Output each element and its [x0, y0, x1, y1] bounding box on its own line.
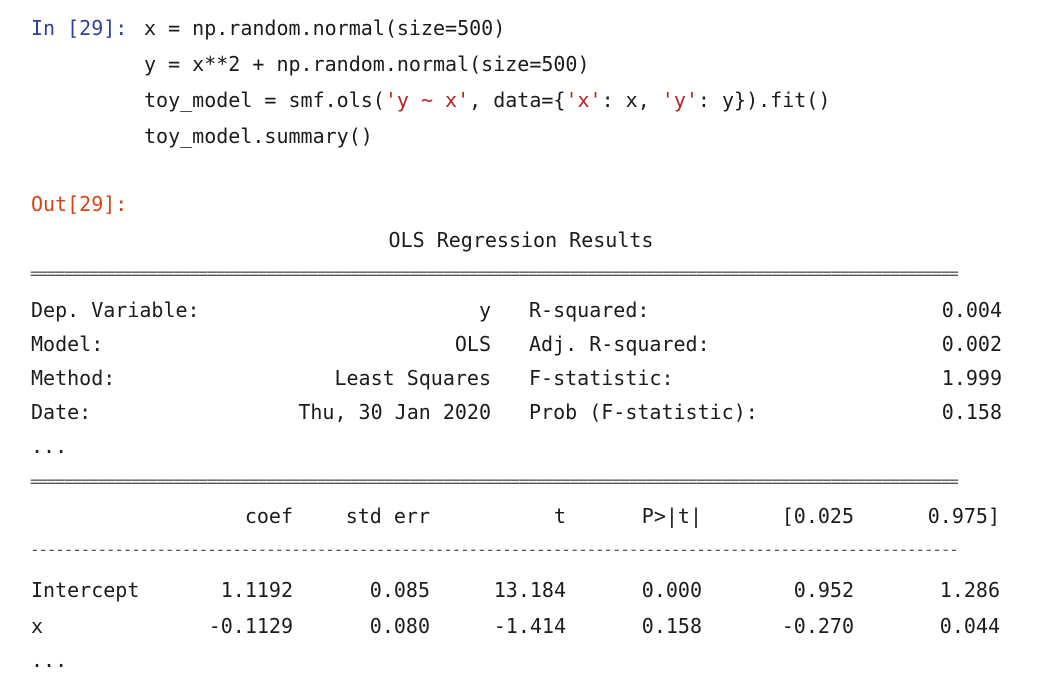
double-rule-top: ========================================…: [30, 266, 959, 282]
table-cell: -1.414: [493, 614, 566, 638]
col-header-coef: coef: [244, 504, 293, 528]
code-line-2[interactable]: y = x**2 + np.random.normal(size=500): [144, 52, 590, 76]
code-line-4[interactable]: toy_model.summary(): [144, 124, 373, 148]
info-value: OLS: [454, 332, 491, 356]
single-rule: ----------------------------------------…: [30, 542, 959, 558]
row-name: x: [31, 614, 44, 638]
stat-value: 0.002: [941, 332, 1002, 356]
stat-value: 0.158: [941, 400, 1002, 424]
ellipsis: ...: [31, 648, 68, 672]
code-line-3[interactable]: toy_model = smf.ols('y ~ x', data={'x': …: [144, 90, 830, 110]
code-text: : x,: [601, 88, 662, 112]
info-value: Thu, 30 Jan 2020: [298, 400, 491, 424]
table-cell: 0.080: [369, 614, 430, 638]
table-cell: 0.000: [641, 578, 702, 602]
stat-label: Adj. R-squared:: [529, 332, 710, 356]
info-label: Model:: [31, 332, 104, 356]
table-cell: 13.184: [493, 578, 566, 602]
col-header-std-err: std err: [345, 504, 430, 528]
table-cell: 1.1192: [220, 578, 293, 602]
info-label: Method:: [31, 366, 116, 390]
col-header-t: t: [553, 504, 566, 528]
table-cell: 0.044: [939, 614, 1000, 638]
table-cell: 0.085: [369, 578, 430, 602]
stat-value: 0.004: [941, 298, 1002, 322]
info-value: Least Squares: [334, 366, 491, 390]
output-prompt: Out[29]:: [31, 192, 128, 216]
info-value: y: [478, 298, 491, 322]
code-text: : y}).fit(): [697, 88, 831, 112]
table-cell: -0.1129: [208, 614, 293, 638]
col-header-ci-low: [0.025: [781, 504, 854, 528]
code-string: 'y ~ x': [384, 88, 470, 112]
code-text: toy_model = smf.ols(: [144, 88, 385, 112]
table-cell: 0.952: [793, 578, 854, 602]
info-label: Dep. Variable:: [31, 298, 200, 322]
code-string: 'x': [565, 88, 602, 112]
ellipsis: ...: [31, 434, 68, 458]
col-header-ci-high: 0.975]: [927, 504, 1000, 528]
stat-label: Prob (F-statistic):: [529, 400, 758, 424]
col-header-p: P>|t|: [641, 504, 702, 528]
stat-label: F-statistic:: [529, 366, 674, 390]
input-prompt: In [29]:: [31, 16, 128, 40]
row-name: Intercept: [31, 578, 140, 602]
double-rule-middle: ========================================…: [30, 474, 959, 490]
table-cell: 0.158: [641, 614, 702, 638]
summary-title: OLS Regression Results: [388, 228, 654, 252]
info-label: Date:: [31, 400, 92, 424]
code-line-1[interactable]: x = np.random.normal(size=500): [144, 16, 506, 40]
stat-value: 1.999: [941, 366, 1002, 390]
code-text: , data={: [469, 88, 566, 112]
code-string: 'y': [661, 88, 698, 112]
table-cell: -0.270: [781, 614, 854, 638]
stat-label: R-squared:: [529, 298, 650, 322]
table-cell: 1.286: [939, 578, 1000, 602]
